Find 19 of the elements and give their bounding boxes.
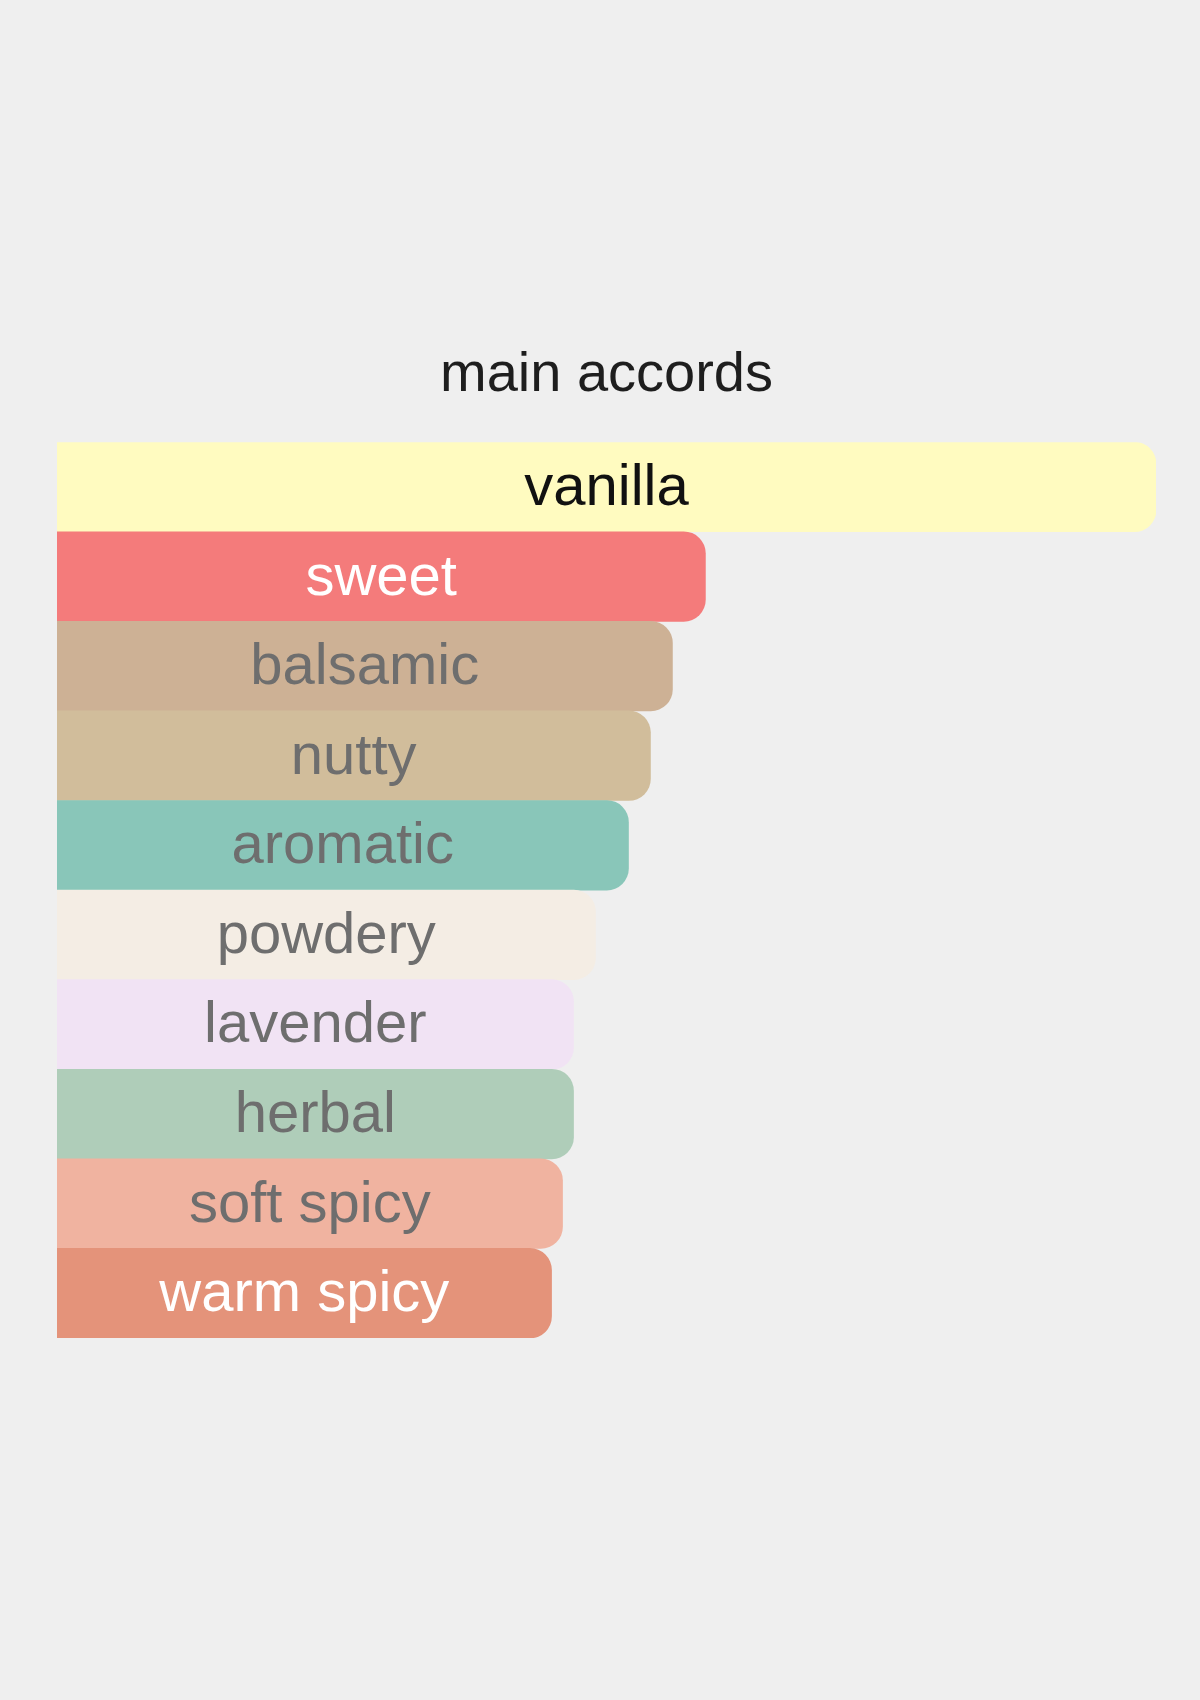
y-tick-label: herbal [234,1079,396,1145]
bar [57,531,706,622]
bar [57,1248,552,1338]
y-tick-label: aromatic [231,810,454,876]
y-tick-label: soft spicy [188,1168,431,1234]
y-tick-label: powdery [216,899,436,965]
y-tick-label: lavender [204,989,427,1055]
bar [57,442,1156,533]
y-tick-label: warm spicy [158,1258,450,1324]
y-tick-label: balsamic [250,631,480,697]
bar [57,889,596,981]
y-tick-label: sweet [305,541,457,607]
y-tick-label: nutty [290,720,417,786]
bar [57,1068,574,1160]
chart-title: main accords [439,340,774,404]
bar [57,979,574,1070]
bar [57,1158,563,1249]
y-tick-label: vanilla [524,451,690,517]
bar [57,800,629,891]
